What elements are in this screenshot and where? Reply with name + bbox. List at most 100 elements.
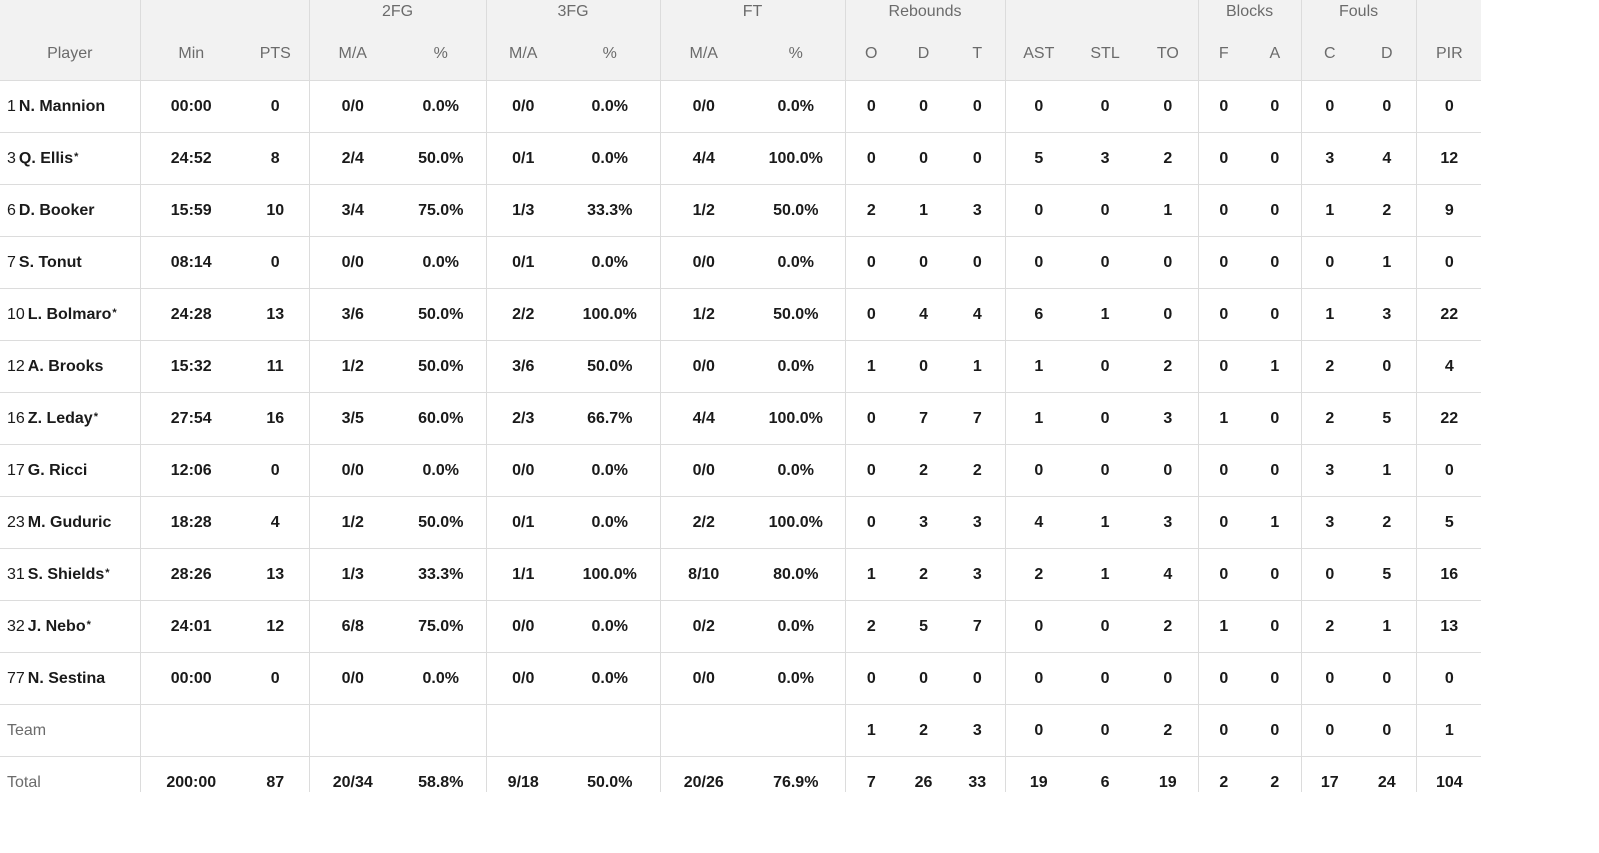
cell-ast: 19 bbox=[1004, 756, 1073, 792]
cell-stl: 0 bbox=[1072, 80, 1139, 133]
player-name[interactable]: Q. Ellis bbox=[18, 149, 74, 167]
column-header-blk-f[interactable]: F bbox=[1197, 27, 1250, 81]
cell-blk-f: 2 bbox=[1197, 756, 1250, 792]
player-name[interactable]: A. Brooks bbox=[27, 357, 104, 375]
cell-stl: 0 bbox=[1072, 236, 1139, 289]
cell-stl: 0 bbox=[1072, 184, 1139, 237]
column-header-ast[interactable]: AST bbox=[1004, 27, 1073, 81]
player-cell[interactable]: 17 G. Ricci bbox=[0, 444, 140, 497]
player-cell[interactable]: 6 D. Booker bbox=[0, 184, 140, 237]
column-header-min[interactable]: Min bbox=[139, 27, 242, 81]
player-cell[interactable]: 77 N. Sestina bbox=[0, 652, 140, 705]
column-header-foul-c[interactable]: C bbox=[1300, 27, 1359, 81]
table-row: 10 L. Bolmaro* 24:28 13 3/6 50.0% 2/2 100.0% 1/2… bbox=[0, 288, 1481, 341]
cell-fg2-ma: 0/0 bbox=[308, 80, 396, 133]
cell-fg3-ma: 2/2 bbox=[485, 288, 560, 341]
cell-pir: 5 bbox=[1415, 496, 1481, 549]
cell-blk-a: 0 bbox=[1249, 236, 1302, 289]
cell-ft-pct: 50.0% bbox=[747, 288, 846, 341]
cell-foul-d: 1 bbox=[1358, 600, 1417, 653]
player-name[interactable]: N. Sestina bbox=[27, 669, 106, 687]
column-header-ft-ma[interactable]: M/A bbox=[659, 27, 747, 81]
cell-foul-d: 2 bbox=[1358, 184, 1417, 237]
player-cell[interactable]: 12 A. Brooks bbox=[0, 340, 140, 393]
player-cell[interactable]: 31 S. Shields* bbox=[0, 548, 140, 601]
column-header-reb-t[interactable]: T bbox=[950, 27, 1006, 81]
cell-fg3-pct: 0.0% bbox=[560, 652, 660, 705]
cell-reb-d: 0 bbox=[897, 236, 951, 289]
header-group-fouls: Fouls bbox=[1300, 0, 1417, 27]
cell-pts: 8 bbox=[242, 132, 309, 185]
player-cell[interactable]: 16 Z. Leday* bbox=[0, 392, 140, 445]
player-name[interactable]: J. Nebo bbox=[27, 617, 86, 635]
player-name[interactable]: D. Booker bbox=[18, 201, 95, 219]
cell-blk-f: 0 bbox=[1197, 340, 1250, 393]
cell-foul-d: 0 bbox=[1358, 340, 1417, 393]
player-name[interactable]: S. Shields bbox=[27, 565, 105, 583]
player-name[interactable]: S. Tonut bbox=[18, 253, 82, 271]
player-name[interactable]: L. Bolmaro bbox=[27, 305, 112, 323]
cell-ast: 0 bbox=[1004, 80, 1073, 133]
player-cell[interactable]: 32 J. Nebo* bbox=[0, 600, 140, 653]
column-header-ft-pct[interactable]: % bbox=[747, 27, 846, 81]
player-name[interactable]: G. Ricci bbox=[27, 461, 88, 479]
player-number: 3 bbox=[7, 149, 16, 167]
cell-fg3-pct: 100.0% bbox=[560, 548, 660, 601]
cell-reb-o: 7 bbox=[844, 756, 898, 792]
column-header-player[interactable]: Player bbox=[0, 27, 140, 81]
column-header-reb-d[interactable]: D bbox=[897, 27, 951, 81]
cell-foul-d: 5 bbox=[1358, 392, 1417, 445]
cell-ft-ma: 8/10 bbox=[659, 548, 747, 601]
cell-foul-d: 2 bbox=[1358, 496, 1417, 549]
column-header-reb-o[interactable]: O bbox=[844, 27, 898, 81]
cell-ft-ma: 0/0 bbox=[659, 444, 747, 497]
column-header-foul-d[interactable]: D bbox=[1358, 27, 1417, 81]
column-header-2fg-ma[interactable]: M/A bbox=[308, 27, 396, 81]
player-cell[interactable]: 1 N. Mannion bbox=[0, 80, 140, 133]
cell-pir: 22 bbox=[1415, 392, 1481, 445]
cell-foul-d: 5 bbox=[1358, 548, 1417, 601]
cell-blk-a: 0 bbox=[1249, 548, 1302, 601]
player-number: 12 bbox=[7, 357, 25, 375]
cell-fg3-ma: 0/0 bbox=[485, 652, 560, 705]
cell-blk-a: 0 bbox=[1249, 704, 1302, 757]
cell-fg2-pct: 0.0% bbox=[396, 652, 486, 705]
player-name[interactable]: N. Mannion bbox=[18, 97, 106, 115]
column-header-stl[interactable]: STL bbox=[1072, 27, 1139, 81]
column-header-2fg-pct[interactable]: % bbox=[396, 27, 486, 81]
cell-foul-d: 1 bbox=[1358, 236, 1417, 289]
cell-stl: 0 bbox=[1072, 600, 1139, 653]
cell-foul-c: 2 bbox=[1300, 392, 1359, 445]
cell-blk-f: 1 bbox=[1197, 392, 1250, 445]
team-row: Team 1 2 3 0 0 2 0 0 0 0 1 bbox=[0, 704, 1481, 757]
player-name[interactable]: M. Guduric bbox=[27, 513, 112, 531]
header-group-blocks: Blocks bbox=[1197, 0, 1302, 27]
cell-blk-f: 0 bbox=[1197, 548, 1250, 601]
cell-fg2-ma bbox=[308, 704, 396, 757]
column-header-3fg-pct[interactable]: % bbox=[560, 27, 660, 81]
cell-fg3-pct: 50.0% bbox=[560, 340, 660, 393]
player-name[interactable]: Z. Leday bbox=[27, 409, 93, 427]
header-group-empty bbox=[1004, 0, 1199, 27]
table-row: 7 S. Tonut 08:14 0 0/0 0.0% 0/1 0.0% 0/0 0.0% 0 0 0 0… bbox=[0, 236, 1481, 289]
column-header-pts[interactable]: PTS bbox=[242, 27, 309, 81]
column-header-pir[interactable]: PIR bbox=[1415, 27, 1481, 81]
player-cell[interactable]: 23 M. Guduric bbox=[0, 496, 140, 549]
cell-to: 3 bbox=[1138, 496, 1199, 549]
column-header-blk-a[interactable]: A bbox=[1249, 27, 1302, 81]
table-row: 32 J. Nebo* 24:01 12 6/8 75.0% 0/0 0.0% 0/2 0.0% 2… bbox=[0, 600, 1481, 653]
cell-reb-o: 0 bbox=[844, 236, 898, 289]
player-cell[interactable]: 7 S. Tonut bbox=[0, 236, 140, 289]
player-cell[interactable]: 10 L. Bolmaro* bbox=[0, 288, 140, 341]
cell-fg3-pct: 66.7% bbox=[560, 392, 660, 445]
header-group-2fg: 2FG bbox=[308, 0, 486, 27]
table-row: 16 Z. Leday* 27:54 16 3/5 60.0% 2/3 66.7% 4/4 100… bbox=[0, 392, 1481, 445]
column-header-to[interactable]: TO bbox=[1138, 27, 1199, 81]
cell-foul-c: 0 bbox=[1300, 236, 1359, 289]
cell-ft-pct: 0.0% bbox=[747, 600, 846, 653]
player-cell[interactable]: 3 Q. Ellis* bbox=[0, 132, 140, 185]
cell-reb-d: 2 bbox=[897, 548, 951, 601]
cell-ft-ma: 0/0 bbox=[659, 80, 747, 133]
cell-reb-t: 1 bbox=[950, 340, 1006, 393]
column-header-3fg-ma[interactable]: M/A bbox=[485, 27, 560, 81]
